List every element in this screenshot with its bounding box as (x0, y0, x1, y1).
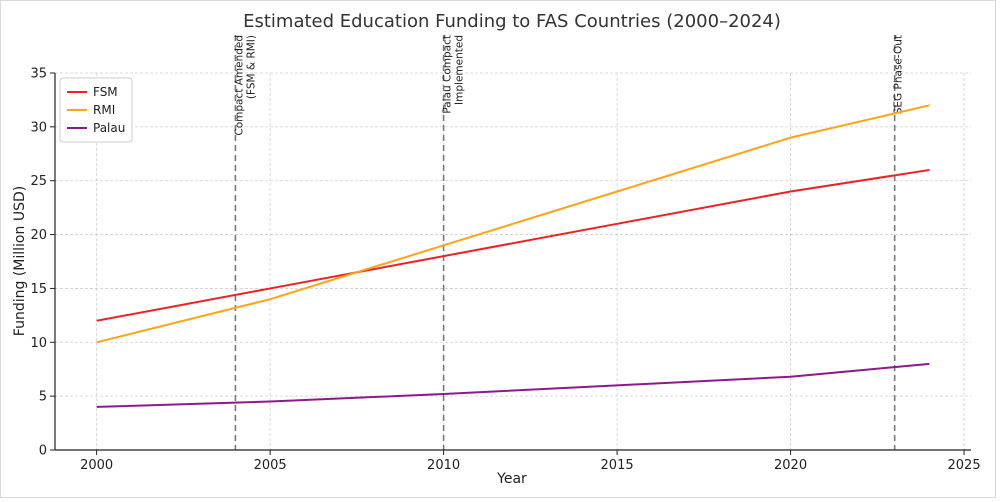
y-tick-label: 30 (30, 120, 47, 135)
y-tick-label: 15 (30, 282, 47, 297)
event-label: Implemented (454, 35, 466, 105)
y-tick-label: 10 (30, 336, 47, 351)
x-axis-title: Year (496, 471, 527, 487)
grid (55, 72, 971, 451)
chart-title: Estimated Education Funding to FAS Count… (243, 11, 781, 32)
event-label: Palau Compact (442, 35, 454, 114)
event-label: (FSM & RMI) (245, 35, 257, 99)
legend-label: FSM (93, 85, 118, 99)
x-tick-label: 2015 (601, 458, 634, 473)
event-label: Compact Amended (233, 35, 245, 136)
y-tick-label: 25 (30, 174, 47, 189)
x-tick-label: 2005 (254, 458, 287, 473)
series-lines (96, 104, 930, 408)
x-tick-label: 2025 (948, 458, 981, 473)
event-label: SEG Phase-Out (893, 35, 905, 114)
legend-label: Palau (93, 121, 125, 135)
y-tick-label: 20 (30, 228, 47, 243)
legend-label: RMI (93, 103, 115, 117)
series-line-rmi (96, 104, 930, 344)
y-tick-label: 0 (39, 444, 47, 459)
x-tick-label: 2020 (774, 458, 807, 473)
x-tick-label: 2000 (80, 458, 113, 473)
x-tick-label: 2010 (427, 458, 460, 473)
y-axis-title: Funding (Million USD) (12, 186, 28, 336)
y-tick-label: 35 (30, 67, 47, 82)
legend-box (59, 77, 133, 143)
y-tick-label: 5 (39, 390, 47, 405)
event-markers: Compact Amended (FSM & RMI) Palau Compact I… (233, 35, 905, 450)
legend: FSM RMI Palau (59, 77, 133, 143)
series-line-palau (96, 362, 930, 408)
series-line-fsm (96, 168, 930, 322)
